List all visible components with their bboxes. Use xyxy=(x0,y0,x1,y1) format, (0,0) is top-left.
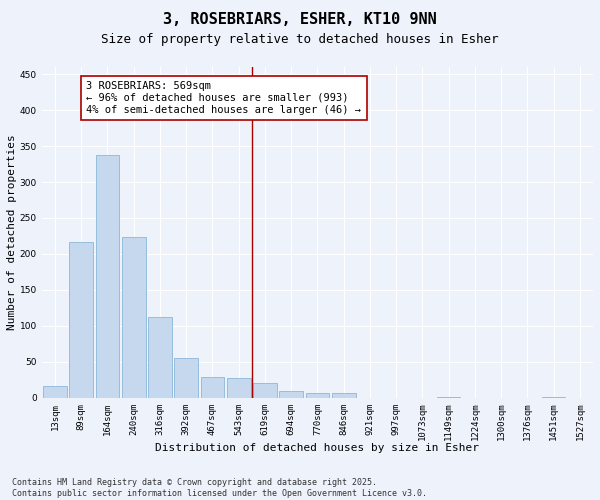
Bar xyxy=(227,378,251,398)
Bar xyxy=(43,386,67,398)
Bar xyxy=(175,358,198,398)
Bar xyxy=(253,384,277,398)
Text: 3 ROSEBRIARS: 569sqm
← 96% of detached houses are smaller (993)
4% of semi-detac: 3 ROSEBRIARS: 569sqm ← 96% of detached h… xyxy=(86,82,361,114)
Bar xyxy=(122,238,146,398)
Bar xyxy=(332,394,356,398)
Text: Contains HM Land Registry data © Crown copyright and database right 2025.
Contai: Contains HM Land Registry data © Crown c… xyxy=(12,478,427,498)
Bar xyxy=(70,242,93,398)
Text: 3, ROSEBRIARS, ESHER, KT10 9NN: 3, ROSEBRIARS, ESHER, KT10 9NN xyxy=(163,12,437,28)
Bar xyxy=(280,390,303,398)
Bar xyxy=(305,394,329,398)
Bar xyxy=(542,397,565,398)
Bar xyxy=(200,377,224,398)
Bar xyxy=(148,316,172,398)
Bar xyxy=(437,397,460,398)
Text: Size of property relative to detached houses in Esher: Size of property relative to detached ho… xyxy=(101,32,499,46)
Bar xyxy=(95,154,119,398)
Y-axis label: Number of detached properties: Number of detached properties xyxy=(7,134,17,330)
X-axis label: Distribution of detached houses by size in Esher: Distribution of detached houses by size … xyxy=(155,443,479,453)
